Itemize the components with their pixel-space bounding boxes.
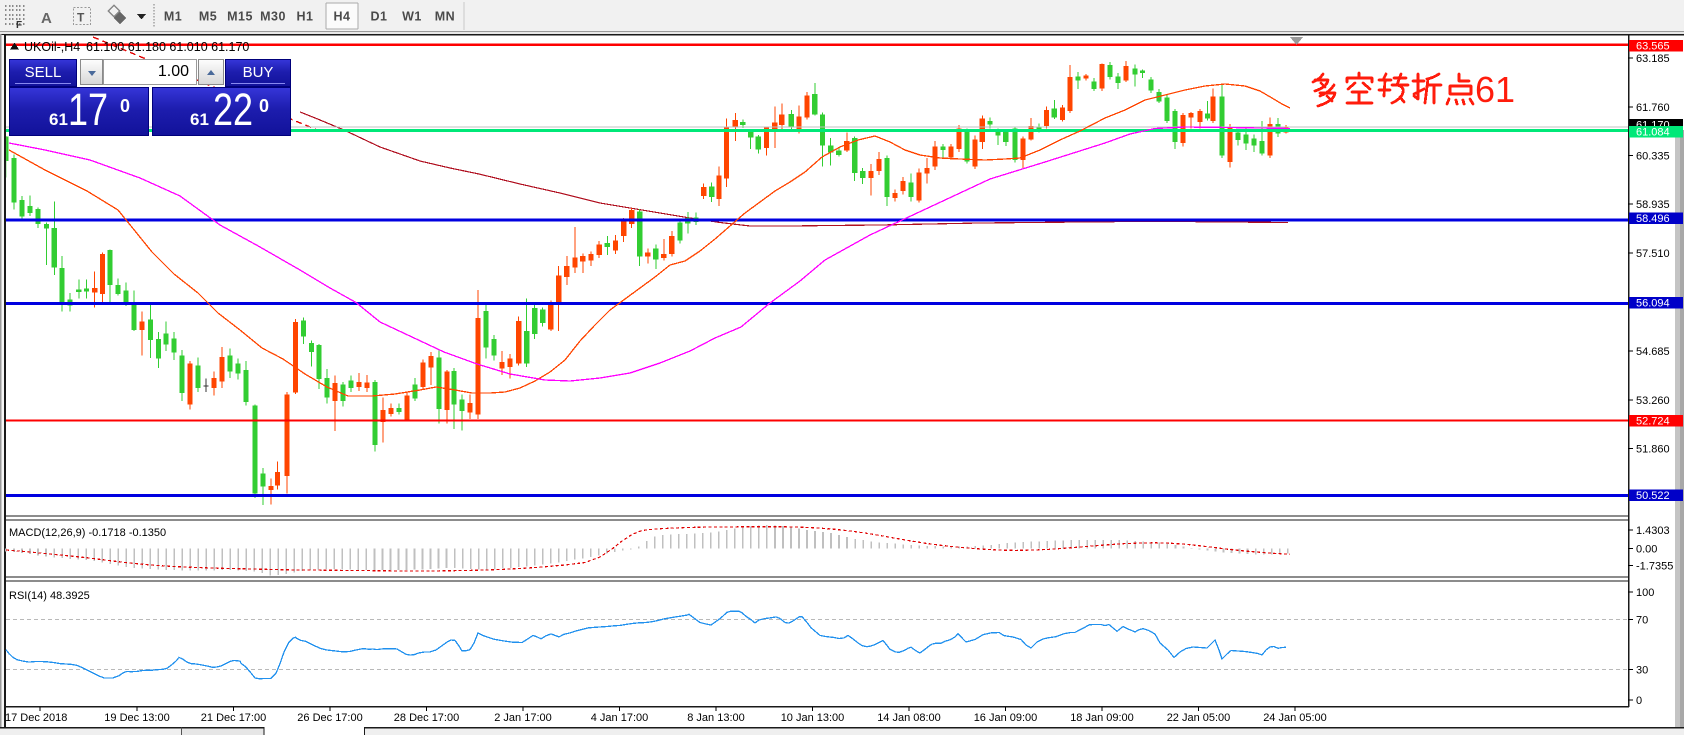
- svg-text:1.4303: 1.4303: [1636, 525, 1670, 537]
- svg-text:54.685: 54.685: [1636, 346, 1670, 358]
- svg-text:M30: M30: [260, 10, 286, 24]
- svg-text:D1: D1: [371, 10, 388, 24]
- svg-text:63.185: 63.185: [1636, 53, 1670, 65]
- svg-text:H4: H4: [334, 10, 351, 24]
- svg-text:22 Jan 05:00: 22 Jan 05:00: [1167, 712, 1231, 724]
- svg-text:M15: M15: [227, 10, 253, 24]
- svg-text:16 Jan 09:00: 16 Jan 09:00: [974, 712, 1038, 724]
- svg-text:2 Jan 17:00: 2 Jan 17:00: [494, 712, 552, 724]
- svg-text:58.935: 58.935: [1636, 199, 1670, 211]
- svg-text:61.084: 61.084: [1636, 127, 1670, 139]
- svg-text:14 Jan 08:00: 14 Jan 08:00: [877, 712, 941, 724]
- svg-text:58.496: 58.496: [1636, 213, 1670, 225]
- svg-text:-1.7355: -1.7355: [1636, 561, 1673, 573]
- svg-text:52.724: 52.724: [1636, 416, 1670, 428]
- svg-text:18 Jan 09:00: 18 Jan 09:00: [1070, 712, 1134, 724]
- svg-text:W1: W1: [402, 10, 422, 24]
- svg-text:0.00: 0.00: [1636, 544, 1657, 556]
- svg-text:51.860: 51.860: [1636, 444, 1670, 456]
- svg-text:A: A: [41, 10, 52, 27]
- svg-text:H1: H1: [297, 10, 314, 24]
- svg-text:100: 100: [1636, 587, 1654, 599]
- svg-text:24 Jan 05:00: 24 Jan 05:00: [1263, 712, 1327, 724]
- svg-text:61.100 61.180 61.010 61.170: 61.100 61.180 61.010 61.170: [86, 40, 249, 54]
- svg-text:56.094: 56.094: [1636, 298, 1670, 310]
- svg-text:10 Jan 13:00: 10 Jan 13:00: [781, 712, 845, 724]
- svg-text:26 Dec 17:00: 26 Dec 17:00: [297, 712, 362, 724]
- svg-text:63.565: 63.565: [1636, 41, 1670, 53]
- svg-text:60.335: 60.335: [1636, 151, 1670, 163]
- svg-text:19 Dec 13:00: 19 Dec 13:00: [104, 712, 169, 724]
- svg-text:4 Jan 17:00: 4 Jan 17:00: [591, 712, 649, 724]
- svg-text:M1: M1: [164, 10, 182, 24]
- svg-text:57.510: 57.510: [1636, 248, 1670, 260]
- svg-text:17 Dec 2018: 17 Dec 2018: [5, 712, 67, 724]
- svg-text:21 Dec 17:00: 21 Dec 17:00: [201, 712, 266, 724]
- svg-text:UKOil-,H4: UKOil-,H4: [24, 40, 80, 54]
- svg-text:T: T: [77, 11, 85, 25]
- svg-text:8 Jan 13:00: 8 Jan 13:00: [687, 712, 745, 724]
- svg-text:RSI(14) 48.3925: RSI(14) 48.3925: [9, 590, 90, 602]
- svg-text:M5: M5: [199, 10, 217, 24]
- svg-text:0: 0: [1636, 695, 1642, 707]
- svg-text:MACD(12,26,9) -0.1718 -0.1350: MACD(12,26,9) -0.1718 -0.1350: [9, 527, 166, 539]
- svg-text:30: 30: [1636, 665, 1648, 677]
- svg-text:MN: MN: [435, 10, 455, 24]
- svg-text:50.522: 50.522: [1636, 490, 1670, 502]
- svg-text:70: 70: [1636, 615, 1648, 627]
- svg-text:61.760: 61.760: [1636, 102, 1670, 114]
- svg-text:28 Dec 17:00: 28 Dec 17:00: [394, 712, 459, 724]
- svg-text:61: 61: [1475, 69, 1515, 110]
- svg-text:F: F: [16, 20, 22, 31]
- svg-text:53.260: 53.260: [1636, 395, 1670, 407]
